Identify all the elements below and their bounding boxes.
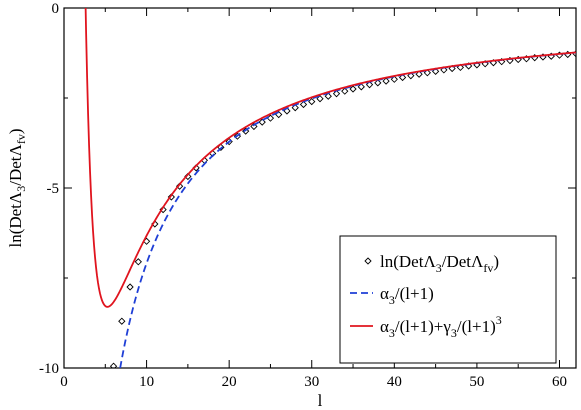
y-title-part: Λ	[6, 143, 25, 156]
x-tick-label: 40	[387, 374, 402, 390]
data-point-marker	[423, 69, 431, 77]
data-point-marker	[324, 92, 332, 100]
y-tick-label: -5	[47, 181, 60, 197]
y-axis-ticks: 0 -5 -10	[39, 1, 576, 377]
legend-label-part: )	[493, 252, 499, 271]
data-point-marker	[118, 317, 126, 325]
legend-label-part: ln(Det	[380, 252, 424, 271]
data-point-marker	[341, 87, 349, 95]
legend-label-part: fv	[483, 261, 493, 275]
legend-label-part: /(l+1)	[395, 284, 434, 303]
y-title-part: /Det	[6, 156, 25, 186]
data-point-marker	[250, 122, 258, 131]
x-tick-label: 10	[139, 374, 154, 390]
data-point-marker	[390, 75, 398, 83]
solid-fit-line	[84, 8, 576, 308]
legend-label-part: /(l+1)+γ	[395, 317, 451, 336]
data-point-marker	[365, 81, 374, 89]
x-tick-label: 30	[304, 374, 319, 390]
y-tick-label: -10	[39, 361, 59, 377]
data-point-marker	[407, 72, 415, 80]
y-title-part: )	[6, 128, 25, 134]
data-point-marker	[382, 77, 390, 85]
data-point-marker	[258, 118, 266, 126]
legend-label-part: 3	[496, 313, 502, 327]
series-layer	[84, 8, 576, 368]
data-point-marker	[159, 205, 167, 214]
data-point-marker	[167, 193, 175, 201]
data-point-marker	[126, 283, 134, 291]
legend-box	[339, 235, 557, 364]
y-tick-label: 0	[52, 1, 60, 17]
legend-label-part: 3	[451, 326, 457, 340]
legend-label-part: /Det	[442, 252, 472, 271]
y-axis-title: ln(DetΛ3/DetΛfv)	[6, 128, 28, 247]
x-tick-label: 50	[469, 374, 484, 390]
data-point-marker	[291, 104, 299, 112]
legend-label-part: Λ	[423, 252, 436, 271]
y-title-part: fv	[14, 134, 28, 144]
data-point-marker	[374, 79, 382, 87]
x-tick-label: 0	[60, 374, 68, 390]
legend-label-part: 3	[389, 293, 395, 307]
data-point-marker	[349, 85, 357, 93]
data-point-marker	[316, 95, 324, 103]
data-point-marker	[431, 67, 440, 75]
legend-label-part: 3	[389, 326, 395, 340]
legend-label-part: /(l+1)	[457, 317, 496, 336]
x-axis-ticks: 0 10 20 30 40 50 60	[60, 8, 567, 390]
data-point-marker	[332, 90, 341, 98]
data-point-marker	[415, 70, 423, 78]
legend-label-part: 3	[436, 261, 442, 275]
x-tick-label: 20	[222, 374, 237, 390]
legend: ln(DetΛ3/DetΛfv)α3/(l+1)α3/(l+1)+γ3/(l+1…	[339, 235, 557, 364]
data-point-marker	[266, 114, 275, 122]
legend-label-part: α	[380, 284, 389, 303]
x-axis-title: l	[318, 391, 323, 410]
legend-label-part: α	[380, 317, 389, 336]
data-point-marker	[134, 258, 142, 266]
y-title-part: Λ	[6, 191, 25, 204]
data-point-marker	[242, 127, 250, 135]
data-point-marker	[109, 362, 118, 368]
legend-label: α3/(l+1)	[380, 284, 434, 307]
y-title-part: ln(Det	[6, 204, 25, 248]
data-point-marker	[448, 64, 456, 73]
legend-label: α3/(l+1)+γ3/(l+1)3	[380, 313, 502, 340]
data-point-marker	[357, 83, 365, 91]
x-tick-label: 60	[552, 374, 567, 390]
data-point-marker	[398, 73, 407, 82]
legend-marker-symbol	[364, 257, 372, 265]
y-title-part: 3	[14, 186, 28, 192]
legend-label-part: Λ	[471, 252, 484, 271]
data-point-marker	[175, 182, 184, 190]
data-point-marker	[299, 100, 308, 109]
legend-label: ln(DetΛ3/DetΛfv)	[380, 252, 499, 275]
data-point-marker	[308, 97, 316, 106]
